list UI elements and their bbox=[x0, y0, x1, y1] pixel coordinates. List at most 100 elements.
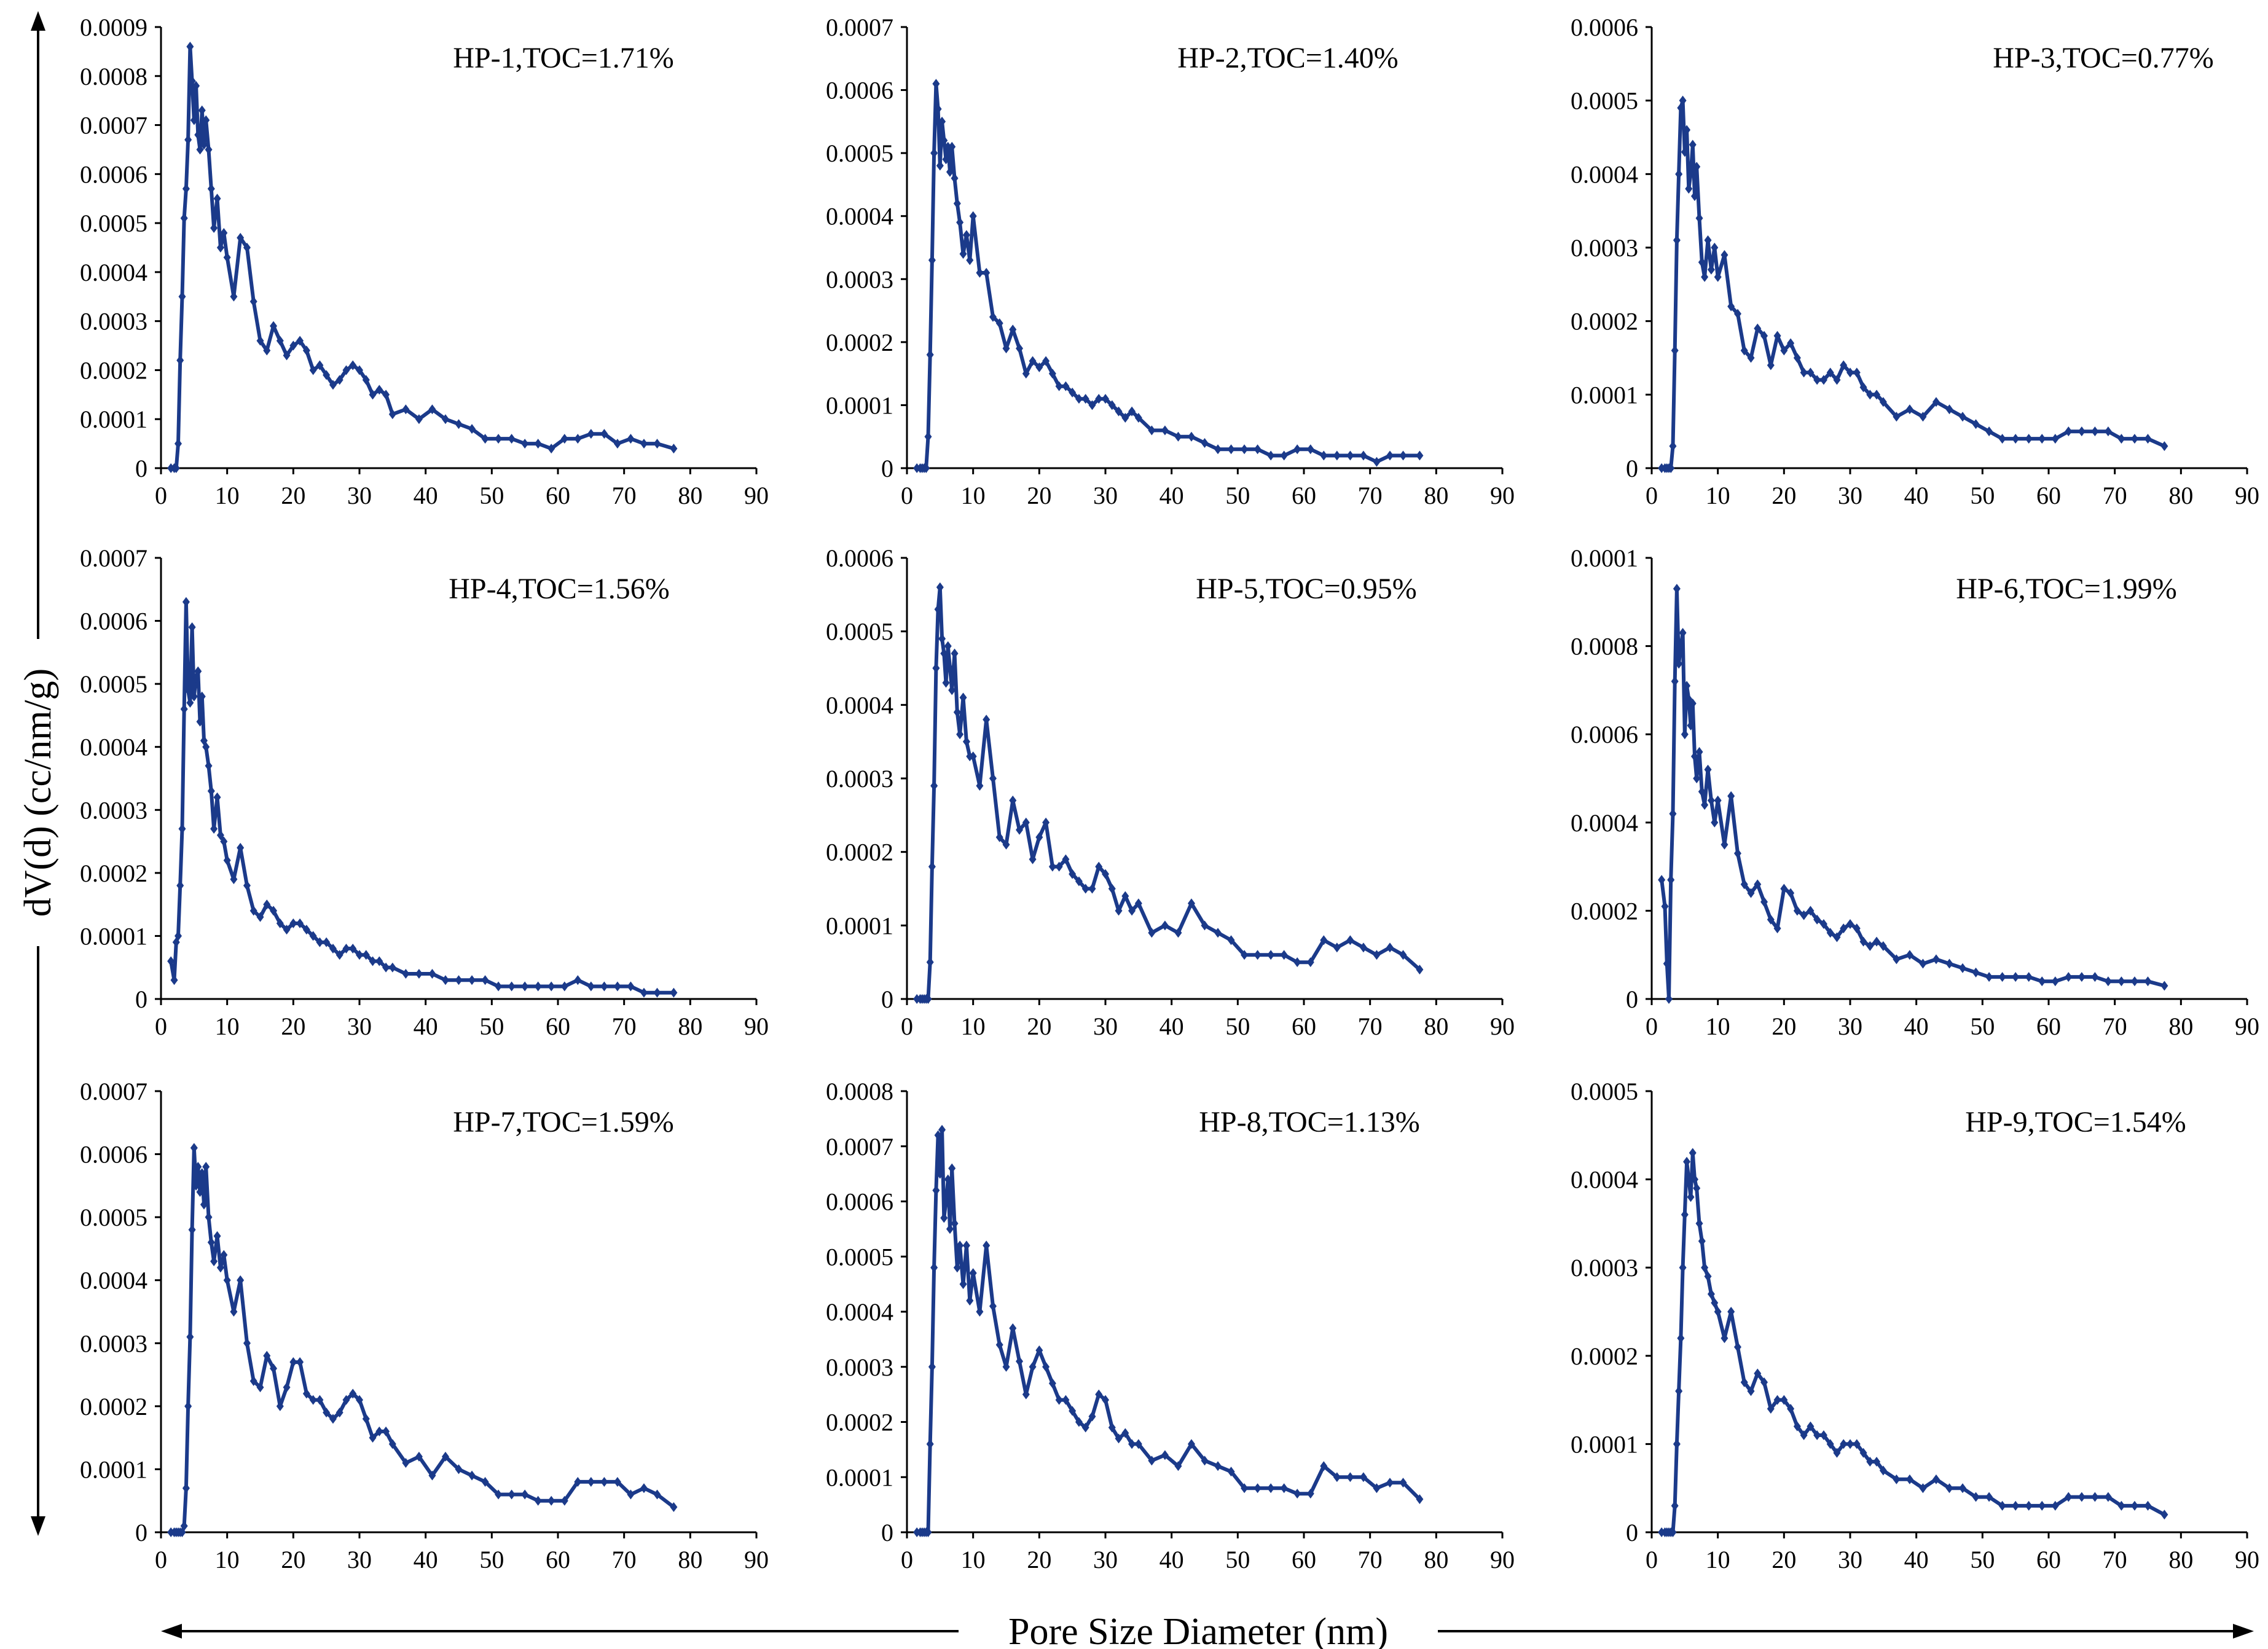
data-point bbox=[1721, 1333, 1728, 1344]
data-point bbox=[1174, 1461, 1182, 1471]
data-point bbox=[1671, 676, 1679, 687]
data-point bbox=[2144, 434, 2152, 444]
x-tick-label: 30 bbox=[1838, 1546, 1862, 1573]
data-point bbox=[329, 943, 337, 954]
data-point bbox=[1227, 444, 1235, 455]
y-tick-label: 0.0003 bbox=[1571, 234, 1638, 262]
chart-title: HP-6,TOC=1.99% bbox=[1956, 573, 2177, 605]
data-point bbox=[1807, 906, 1815, 916]
data-point bbox=[263, 345, 271, 356]
data-point bbox=[1972, 1492, 1980, 1502]
y-tick-label: 0.0004 bbox=[1571, 809, 1638, 837]
y-axis-title-bg bbox=[18, 639, 58, 946]
data-point bbox=[176, 880, 184, 891]
data-point bbox=[1840, 1439, 1848, 1449]
data-point bbox=[962, 737, 970, 747]
data-point bbox=[362, 375, 370, 385]
data-point bbox=[938, 1124, 946, 1135]
data-point bbox=[237, 1275, 245, 1285]
x-tick-label: 50 bbox=[479, 1013, 504, 1040]
x-tick-label: 0 bbox=[155, 1013, 167, 1040]
data-point bbox=[2160, 441, 2168, 452]
data-point bbox=[1088, 1411, 1096, 1422]
data-point bbox=[1681, 1210, 1689, 1220]
data-point bbox=[1859, 936, 1867, 947]
data-point bbox=[1373, 1483, 1381, 1494]
data-point bbox=[1813, 375, 1821, 385]
data-point bbox=[944, 1174, 952, 1185]
data-point bbox=[213, 792, 221, 802]
data-point bbox=[1853, 923, 1861, 934]
data-point bbox=[270, 906, 278, 916]
data-point bbox=[174, 439, 182, 449]
data-point bbox=[2091, 426, 2099, 437]
data-point bbox=[1055, 381, 1063, 391]
y-axis-arrowhead-top bbox=[31, 11, 45, 31]
data-point bbox=[1293, 444, 1301, 455]
data-point bbox=[1972, 419, 1980, 429]
data-point bbox=[1698, 786, 1706, 797]
data-point bbox=[207, 786, 215, 796]
data-point bbox=[1280, 450, 1288, 461]
data-point bbox=[1813, 914, 1821, 925]
data-point bbox=[936, 582, 944, 592]
data-point bbox=[190, 691, 198, 702]
data-point bbox=[455, 975, 463, 985]
data-point bbox=[1701, 1263, 1709, 1273]
data-point bbox=[1675, 1386, 1683, 1396]
data-point bbox=[178, 824, 186, 834]
data-point bbox=[270, 1363, 278, 1374]
data-point bbox=[934, 1130, 942, 1140]
y-tick-label: 0.0005 bbox=[80, 670, 147, 698]
data-point bbox=[1062, 854, 1070, 864]
data-point bbox=[182, 597, 190, 607]
data-point bbox=[2144, 1500, 2152, 1511]
data-point bbox=[1690, 1174, 1698, 1185]
data-point bbox=[296, 335, 304, 346]
chart-panel-2: 0 0.0001 0.0002 0.0003 0.0004 0.0005 0.0006 0.0… bbox=[826, 14, 1515, 509]
data-point bbox=[1787, 888, 1795, 898]
data-point bbox=[1959, 1483, 1967, 1494]
data-point bbox=[196, 716, 204, 727]
x-tick-label: 50 bbox=[1970, 1546, 1995, 1573]
data-point bbox=[1780, 883, 1788, 894]
data-point bbox=[574, 434, 582, 444]
data-point bbox=[1669, 1527, 1677, 1537]
data-point bbox=[167, 956, 175, 966]
data-point bbox=[547, 1495, 555, 1506]
chart-panels: 0 0.0001 0.0002 0.0003 0.0004 0.0005 0.0006 0.0… bbox=[80, 14, 2259, 1573]
data-point bbox=[989, 1301, 997, 1312]
data-point bbox=[1134, 412, 1142, 423]
x-tick-label: 40 bbox=[414, 1013, 438, 1040]
data-point bbox=[1879, 941, 1887, 951]
x-tick-label: 40 bbox=[414, 1546, 438, 1573]
x-tick-label: 40 bbox=[1160, 482, 1184, 509]
data-point bbox=[316, 1395, 324, 1405]
x-tick-label: 80 bbox=[1424, 1546, 1448, 1573]
chart-title: HP-8,TOC=1.13% bbox=[1199, 1106, 1420, 1138]
data-point bbox=[983, 268, 991, 278]
data-point bbox=[932, 1185, 940, 1196]
data-point bbox=[2038, 1500, 2046, 1511]
data-point bbox=[1866, 1457, 1874, 1467]
data-point bbox=[1972, 967, 1980, 977]
data-point bbox=[1721, 839, 1728, 850]
data-point bbox=[283, 350, 291, 361]
x-tick-label: 90 bbox=[1490, 1546, 1515, 1573]
data-point bbox=[1128, 1439, 1136, 1449]
data-point bbox=[936, 160, 944, 171]
x-tick-label: 30 bbox=[1093, 482, 1118, 509]
data-point bbox=[256, 1382, 264, 1393]
data-point bbox=[276, 1401, 284, 1411]
data-point bbox=[342, 943, 350, 954]
data-point bbox=[2160, 981, 2168, 991]
data-point bbox=[930, 148, 938, 159]
data-point bbox=[2065, 1492, 2073, 1502]
y-tick-label: 0.0002 bbox=[80, 1393, 147, 1420]
data-point bbox=[230, 291, 238, 302]
data-point bbox=[1701, 800, 1709, 810]
data-point bbox=[1416, 450, 1424, 461]
x-tick-label: 60 bbox=[1292, 482, 1316, 509]
chart-panel-7: 0 0.0001 0.0002 0.0003 0.0004 0.0005 0.0006 0.0… bbox=[80, 1078, 769, 1573]
data-point bbox=[1727, 791, 1735, 801]
